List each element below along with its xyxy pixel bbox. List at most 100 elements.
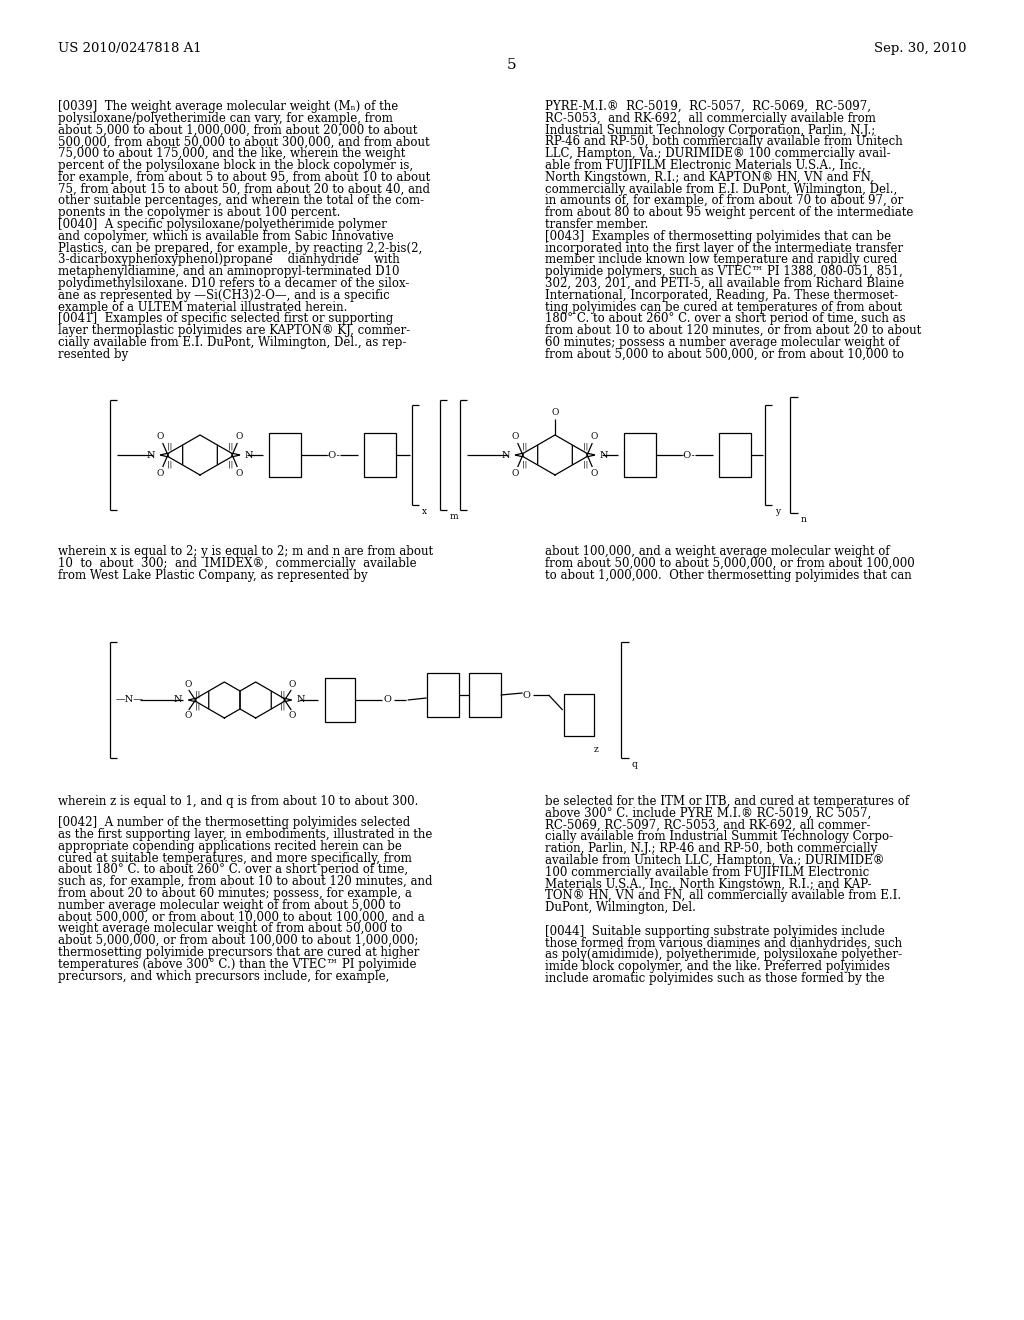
Text: metaphenyldiamine, and an aminopropyl-terminated D10: metaphenyldiamine, and an aminopropyl-te… <box>58 265 399 279</box>
Text: O: O <box>512 432 519 441</box>
Text: US 2010/0247818 A1: US 2010/0247818 A1 <box>58 42 202 55</box>
Text: TON® HN, VN and FN, all commercially available from E.I.: TON® HN, VN and FN, all commercially ava… <box>545 890 901 903</box>
Bar <box>624 433 656 477</box>
Text: O: O <box>157 469 165 478</box>
Text: N: N <box>146 450 155 459</box>
Text: above 300° C. include PYRE M.I.® RC-5019, RC 5057,: above 300° C. include PYRE M.I.® RC-5019… <box>545 807 871 820</box>
Text: Plastics, can be prepared, for example, by reacting 2,2-bis(2,: Plastics, can be prepared, for example, … <box>58 242 422 255</box>
Text: percent of the polysiloxane block in the block copolymer is,: percent of the polysiloxane block in the… <box>58 158 413 172</box>
Text: North Kingstown, R.I.; and KAPTON® HN, VN and FN,: North Kingstown, R.I.; and KAPTON® HN, V… <box>545 170 873 183</box>
Text: ||: || <box>522 442 527 450</box>
Text: from about 80 to about 95 weight percent of the intermediate: from about 80 to about 95 weight percent… <box>545 206 913 219</box>
Text: polysiloxane/polyetherimide can vary, for example, from: polysiloxane/polyetherimide can vary, fo… <box>58 112 393 125</box>
Text: ration, Parlin, N.J.; RP-46 and RP-50, both commercially: ration, Parlin, N.J.; RP-46 and RP-50, b… <box>545 842 878 855</box>
Text: N: N <box>245 450 254 459</box>
Text: be selected for the ITM or ITB, and cured at temperatures of: be selected for the ITM or ITB, and cure… <box>545 795 909 808</box>
Text: O: O <box>522 690 530 700</box>
Text: from about 50,000 to about 5,000,000, or from about 100,000: from about 50,000 to about 5,000,000, or… <box>545 557 914 570</box>
Bar <box>325 678 354 722</box>
Text: N: N <box>297 696 305 705</box>
Text: as poly(amidimide), polyetherimide, polysiloxane polyether-: as poly(amidimide), polyetherimide, poly… <box>545 948 902 961</box>
Text: about 100,000, and a weight average molecular weight of: about 100,000, and a weight average mole… <box>545 545 890 558</box>
Text: —N—: —N— <box>116 696 144 705</box>
Text: N: N <box>502 450 510 459</box>
Text: precursors, and which precursors include, for example,: precursors, and which precursors include… <box>58 970 389 982</box>
Text: cially available from E.I. DuPont, Wilmington, Del., as rep-: cially available from E.I. DuPont, Wilmi… <box>58 337 407 348</box>
Text: ||: || <box>583 459 588 469</box>
Text: O: O <box>591 469 598 478</box>
Text: RP-46 and RP-50, both commercially available from Unitech: RP-46 and RP-50, both commercially avail… <box>545 136 903 148</box>
Text: RC-5053,  and RK-692,  all commercially available from: RC-5053, and RK-692, all commercially av… <box>545 112 876 125</box>
Text: ponents in the copolymer is about 100 percent.: ponents in the copolymer is about 100 pe… <box>58 206 340 219</box>
Text: O: O <box>289 711 296 719</box>
Text: [0041]  Examples of specific selected first or supporting: [0041] Examples of specific selected fir… <box>58 313 393 326</box>
Text: temperatures (above 300° C.) than the VTEC™ PI polyimide: temperatures (above 300° C.) than the VT… <box>58 958 417 970</box>
Text: ||: || <box>522 459 527 469</box>
Text: and copolymer, which is available from Sabic Innovative: and copolymer, which is available from S… <box>58 230 394 243</box>
Text: O: O <box>591 432 598 441</box>
Text: ||: || <box>227 459 232 469</box>
Text: ||: || <box>280 702 285 710</box>
Text: able from FUJIFILM Electronic Materials U.S.A., Inc.,: able from FUJIFILM Electronic Materials … <box>545 158 865 172</box>
Text: q: q <box>632 760 637 770</box>
Text: z: z <box>594 744 598 754</box>
Text: 500,000, from about 50,000 to about 300,000, and from about: 500,000, from about 50,000 to about 300,… <box>58 136 430 148</box>
Text: from about 10 to about 120 minutes, or from about 20 to about: from about 10 to about 120 minutes, or f… <box>545 325 922 337</box>
Text: [0043]  Examples of thermosetting polyimides that can be: [0043] Examples of thermosetting polyimi… <box>545 230 891 243</box>
Text: N: N <box>174 696 182 705</box>
Text: about 5,000 to about 1,000,000, from about 20,000 to about: about 5,000 to about 1,000,000, from abo… <box>58 124 418 136</box>
Text: 75, from about 15 to about 50, from about 20 to about 40, and: 75, from about 15 to about 50, from abou… <box>58 182 430 195</box>
Text: those formed from various diamines and dianhydrides, such: those formed from various diamines and d… <box>545 937 902 949</box>
Text: m: m <box>450 512 459 521</box>
Text: y: y <box>775 507 780 516</box>
Text: ||: || <box>196 690 201 698</box>
Text: polyimide polymers, such as VTEC™ PI 1388, 080-051, 851,: polyimide polymers, such as VTEC™ PI 138… <box>545 265 903 279</box>
Text: O: O <box>184 680 191 689</box>
Text: International, Incorporated, Reading, Pa. These thermoset-: International, Incorporated, Reading, Pa… <box>545 289 898 302</box>
Text: member include known low temperature and rapidly cured: member include known low temperature and… <box>545 253 897 267</box>
Text: commercially available from E.I. DuPont, Wilmington, Del.,: commercially available from E.I. DuPont,… <box>545 182 897 195</box>
Bar <box>563 694 594 737</box>
Text: ane as represented by —Si(CH3)2-O—, and is a specific: ane as represented by —Si(CH3)2-O—, and … <box>58 289 390 302</box>
Text: layer thermoplastic polyimides are KAPTON® KJ, commer-: layer thermoplastic polyimides are KAPTO… <box>58 325 411 337</box>
Text: 75,000 to about 175,000, and the like, wherein the weight: 75,000 to about 175,000, and the like, w… <box>58 148 406 160</box>
Text: Materials U.S.A., Inc., North Kingstown, R.I.; and KAP-: Materials U.S.A., Inc., North Kingstown,… <box>545 878 871 891</box>
Text: LLC, Hampton, Va.; DURIMIDE® 100 commercially avail-: LLC, Hampton, Va.; DURIMIDE® 100 commerc… <box>545 148 891 160</box>
Text: such as, for example, from about 10 to about 120 minutes, and: such as, for example, from about 10 to a… <box>58 875 432 888</box>
Text: available from Unitech LLC, Hampton, Va.; DURIMIDE®: available from Unitech LLC, Hampton, Va.… <box>545 854 885 867</box>
Text: RC-5069, RC-5097, RC-5053, and RK-692, all commer-: RC-5069, RC-5097, RC-5053, and RK-692, a… <box>545 818 870 832</box>
Text: ||: || <box>167 459 172 469</box>
Text: imide block copolymer, and the like. Preferred polyimides: imide block copolymer, and the like. Pre… <box>545 960 890 973</box>
Text: DuPont, Wilmington, Del.: DuPont, Wilmington, Del. <box>545 902 696 915</box>
Text: -O-: -O- <box>681 450 695 459</box>
Text: 3-dicarboxyphenoxyphenol)propane    dianhydride    with: 3-dicarboxyphenoxyphenol)propane dianhyd… <box>58 253 399 267</box>
Text: in amounts of, for example, of from about 70 to about 97, or: in amounts of, for example, of from abou… <box>545 194 903 207</box>
Text: thermosetting polyimide precursors that are cured at higher: thermosetting polyimide precursors that … <box>58 946 420 960</box>
Text: resented by: resented by <box>58 347 128 360</box>
Text: other suitable percentages, and wherein the total of the com-: other suitable percentages, and wherein … <box>58 194 424 207</box>
Text: O: O <box>551 408 559 417</box>
Text: to about 1,000,000.  Other thermosetting polyimides that can: to about 1,000,000. Other thermosetting … <box>545 569 911 582</box>
Text: about 5,000,000, or from about 100,000 to about 1,000,000;: about 5,000,000, or from about 100,000 t… <box>58 935 419 948</box>
Text: from West Lake Plastic Company, as represented by: from West Lake Plastic Company, as repre… <box>58 569 368 582</box>
Text: Sep. 30, 2010: Sep. 30, 2010 <box>873 42 966 55</box>
Text: -O-: -O- <box>326 450 340 459</box>
Text: about 500,000, or from about 10,000 to about 100,000, and a: about 500,000, or from about 10,000 to a… <box>58 911 425 924</box>
Text: from about 5,000 to about 500,000, or from about 10,000 to: from about 5,000 to about 500,000, or fr… <box>545 347 904 360</box>
Text: cured at suitable temperatures, and more specifically, from: cured at suitable temperatures, and more… <box>58 851 412 865</box>
Text: 10  to  about  300;  and  IMIDEX®,  commercially  available: 10 to about 300; and IMIDEX®, commercial… <box>58 557 417 570</box>
Text: [0042]  A number of the thermosetting polyimides selected: [0042] A number of the thermosetting pol… <box>58 816 411 829</box>
Text: N: N <box>600 450 608 459</box>
Text: appropriate copending applications recited herein can be: appropriate copending applications recit… <box>58 840 401 853</box>
Text: wherein x is equal to 2; y is equal to 2; m and n are from about: wherein x is equal to 2; y is equal to 2… <box>58 545 433 558</box>
Text: ||: || <box>167 442 172 450</box>
Text: O: O <box>384 696 391 705</box>
Text: include aromatic polyimides such as those formed by the: include aromatic polyimides such as thos… <box>545 972 885 985</box>
Text: ||: || <box>583 442 588 450</box>
Text: number average molecular weight of from about 5,000 to: number average molecular weight of from … <box>58 899 400 912</box>
Text: as the first supporting layer, in embodiments, illustrated in the: as the first supporting layer, in embodi… <box>58 828 432 841</box>
Text: ||: || <box>280 690 285 698</box>
Text: O: O <box>157 432 165 441</box>
Bar <box>427 673 459 717</box>
Text: cially available from Industrial Summit Technology Corpo-: cially available from Industrial Summit … <box>545 830 893 843</box>
